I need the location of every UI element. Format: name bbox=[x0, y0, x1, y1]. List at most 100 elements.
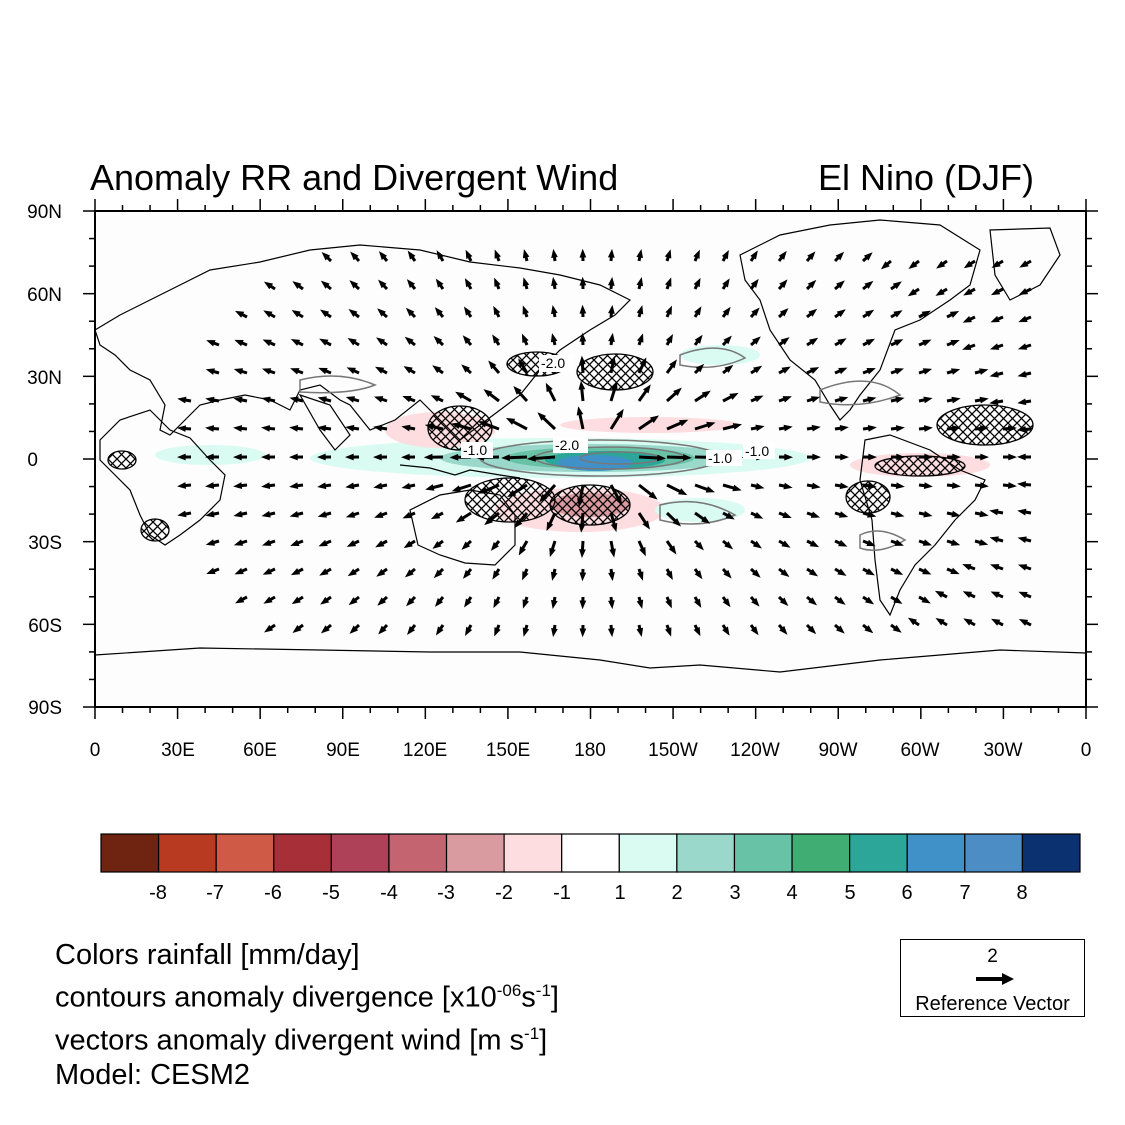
wind-vector-head bbox=[1008, 425, 1017, 432]
wind-vector-head bbox=[434, 307, 443, 317]
wind-vector-head bbox=[657, 454, 667, 462]
wind-vector-head bbox=[665, 627, 672, 637]
wind-vector-head bbox=[923, 425, 933, 432]
wind-vector-head bbox=[578, 380, 586, 390]
wind-vector-head bbox=[345, 511, 356, 518]
wind-vector-head bbox=[752, 336, 761, 345]
wind-vector-head bbox=[579, 355, 586, 365]
wind-vector-head bbox=[318, 367, 328, 375]
wind-vector-head bbox=[291, 596, 301, 605]
wind-vector-head bbox=[1008, 453, 1017, 461]
coast-arabia-india bbox=[298, 393, 351, 451]
wind-vector-head bbox=[494, 277, 501, 287]
wind-vector-head bbox=[1017, 508, 1027, 516]
wind-vector-head bbox=[378, 251, 388, 260]
wind-vector-head bbox=[809, 367, 820, 374]
lat-label: 0 bbox=[27, 450, 38, 471]
wind-vector-head bbox=[290, 368, 300, 375]
wind-vector-head bbox=[811, 482, 821, 490]
wind-vector-head bbox=[950, 539, 961, 546]
wind-vector-head bbox=[648, 491, 658, 500]
wind-vector-head bbox=[233, 368, 244, 375]
wind-vector-head bbox=[865, 568, 875, 576]
wind-vector-head bbox=[233, 453, 242, 461]
wind-vector-head bbox=[616, 408, 624, 419]
wind-vector-head bbox=[539, 493, 548, 503]
wind-vector-head bbox=[754, 511, 764, 519]
colorbar-label: -1 bbox=[553, 882, 571, 904]
wind-vector-head bbox=[754, 395, 764, 403]
wind-vector-head bbox=[924, 453, 933, 461]
wind-vector-head bbox=[264, 624, 274, 633]
wind-vector-head bbox=[1018, 315, 1028, 323]
wind-vector-head bbox=[980, 453, 989, 461]
colorbar-label: -2 bbox=[495, 882, 513, 904]
wind-vector-head bbox=[205, 482, 215, 489]
wind-vector-head bbox=[235, 596, 245, 604]
wind-vector-head bbox=[723, 569, 732, 579]
wind-vector-head bbox=[205, 510, 215, 518]
wind-vector-head bbox=[750, 626, 759, 636]
colorbar-box bbox=[273, 833, 332, 873]
wind-vector-head bbox=[376, 568, 386, 577]
wind-vector-head bbox=[962, 315, 972, 323]
wind-vector-head bbox=[346, 367, 356, 375]
wind-vector-head bbox=[837, 338, 847, 346]
wind-vector-head bbox=[784, 453, 793, 461]
wind-vector-head bbox=[234, 567, 244, 575]
wind-vector-head bbox=[781, 366, 791, 374]
wind-vector-head bbox=[921, 596, 931, 604]
hatch-region bbox=[549, 484, 631, 526]
wind-vector-head bbox=[205, 368, 215, 375]
wind-vector-head bbox=[177, 482, 187, 489]
reference-vector-label: Reference Vector bbox=[915, 993, 1070, 1015]
wind-vector-head bbox=[401, 424, 411, 432]
coastlines bbox=[94, 219, 1087, 673]
wind-vector-head bbox=[348, 308, 358, 317]
wind-vector-head bbox=[989, 370, 999, 378]
wind-vector-head bbox=[177, 453, 186, 461]
wind-vector-head bbox=[867, 482, 877, 490]
wind-vector-head bbox=[505, 417, 516, 425]
lat-axis-labels: 90N 60N 30N 0 30S 60S 90S bbox=[27, 202, 62, 719]
wind-vector-head bbox=[991, 260, 1001, 268]
wind-vector-head bbox=[780, 337, 790, 346]
wind-vector-head bbox=[751, 597, 760, 607]
colorbar-box bbox=[849, 833, 908, 873]
wind-vector-head bbox=[611, 381, 618, 391]
wind-vector-head bbox=[579, 628, 587, 638]
wind-vector-head bbox=[551, 627, 558, 638]
colorbar-box bbox=[100, 833, 160, 873]
wind-vector-head bbox=[838, 539, 848, 547]
wind-vector-head bbox=[435, 278, 444, 288]
axis-ticks bbox=[83, 199, 1098, 719]
wind-vector-head bbox=[607, 628, 615, 638]
colorbar-box bbox=[445, 833, 505, 873]
colorbar-label: 1 bbox=[614, 882, 625, 904]
wind-vector-head bbox=[678, 488, 688, 496]
wind-vector-head bbox=[665, 277, 672, 287]
wind-vector-head bbox=[374, 511, 384, 518]
wind-vector-head bbox=[263, 310, 273, 318]
wind-vector-head bbox=[514, 519, 523, 529]
wind-vector-head bbox=[401, 453, 410, 461]
wind-vector-head bbox=[406, 597, 415, 607]
contour-label: -1.0 bbox=[463, 442, 487, 458]
wind-vector-head bbox=[464, 626, 473, 636]
wind-vector-head bbox=[782, 511, 792, 519]
wind-vector-head bbox=[477, 421, 488, 428]
wind-vector-head bbox=[320, 309, 330, 318]
wind-vector-head bbox=[551, 599, 558, 610]
lon-label: 180 bbox=[574, 740, 606, 761]
wind-vector-head bbox=[807, 279, 817, 289]
wind-vector-head bbox=[723, 335, 732, 345]
colorbar-box bbox=[157, 833, 217, 873]
wind-vector-head bbox=[678, 419, 689, 427]
wind-vector-head bbox=[402, 395, 412, 403]
wind-vector-head bbox=[349, 280, 359, 289]
contour-line bbox=[299, 375, 377, 394]
wind-vector-head bbox=[922, 339, 932, 347]
wind-vector-head bbox=[989, 398, 999, 406]
wind-vector-head bbox=[991, 618, 1001, 626]
wind-vector-head bbox=[492, 570, 500, 580]
